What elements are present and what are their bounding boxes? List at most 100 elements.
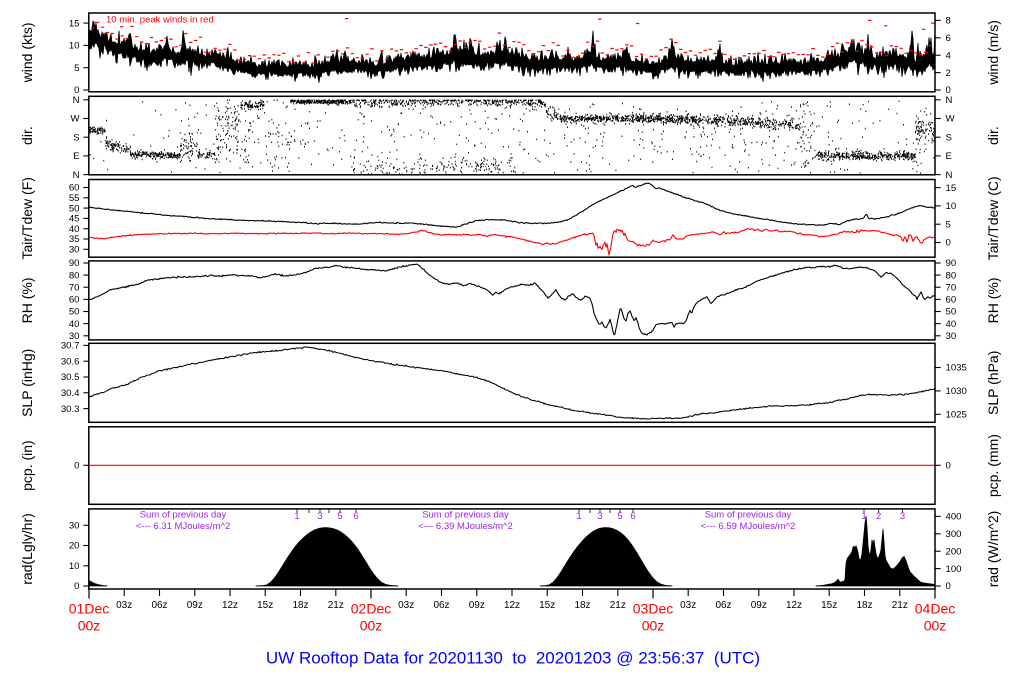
- svg-text:60: 60: [69, 183, 80, 194]
- svg-text:E: E: [946, 151, 952, 162]
- svg-text:15z: 15z: [821, 600, 837, 611]
- svg-text:15: 15: [946, 183, 957, 194]
- svg-text:50: 50: [69, 307, 80, 318]
- svg-text:8: 8: [946, 16, 951, 27]
- svg-text:15z: 15z: [257, 600, 273, 611]
- svg-text:30.5: 30.5: [61, 372, 80, 383]
- svg-text:50: 50: [69, 203, 80, 214]
- svg-text:00z: 00z: [360, 618, 383, 634]
- svg-text:E: E: [73, 151, 79, 162]
- svg-text:10: 10: [946, 201, 957, 212]
- svg-text:60: 60: [69, 295, 80, 306]
- svg-text:1: 1: [861, 511, 866, 522]
- svg-text:30.6: 30.6: [61, 356, 80, 367]
- svg-text:Tair/Tdew (F): Tair/Tdew (F): [19, 177, 35, 259]
- svg-text:40: 40: [946, 319, 957, 330]
- svg-text:40: 40: [69, 224, 80, 235]
- svg-text:80: 80: [946, 270, 957, 281]
- svg-text:03z: 03z: [116, 600, 132, 611]
- svg-text:S: S: [946, 132, 952, 143]
- svg-text:55: 55: [69, 193, 80, 204]
- svg-text:18z: 18z: [292, 600, 308, 611]
- svg-text:N: N: [73, 170, 80, 181]
- svg-text:00z: 00z: [78, 618, 101, 634]
- svg-text:5: 5: [946, 219, 951, 230]
- svg-text:30.4: 30.4: [61, 388, 80, 399]
- svg-text:0: 0: [946, 238, 951, 249]
- svg-text:5: 5: [74, 63, 79, 74]
- svg-text:80: 80: [69, 270, 80, 281]
- svg-text:40: 40: [69, 319, 80, 330]
- svg-text:RH (%): RH (%): [19, 277, 35, 323]
- svg-text:5: 5: [617, 511, 622, 522]
- svg-text:0: 0: [74, 461, 79, 472]
- svg-text:30: 30: [69, 331, 80, 342]
- svg-text:10: 10: [69, 41, 80, 52]
- svg-text:90: 90: [69, 258, 80, 269]
- svg-text:60: 60: [946, 295, 957, 306]
- svg-text:12z: 12z: [786, 600, 802, 611]
- svg-text:3: 3: [317, 511, 322, 522]
- svg-text:S: S: [73, 132, 79, 143]
- svg-text:09z: 09z: [187, 600, 203, 611]
- svg-text:21z: 21z: [610, 600, 626, 611]
- svg-text:N: N: [73, 95, 80, 106]
- svg-text:3: 3: [597, 511, 602, 522]
- svg-text:21z: 21z: [892, 600, 908, 611]
- svg-text:03z: 03z: [398, 600, 414, 611]
- svg-text:0: 0: [946, 85, 951, 96]
- svg-text:18z: 18z: [856, 600, 872, 611]
- svg-text:21z: 21z: [328, 600, 344, 611]
- svg-text:35: 35: [69, 234, 80, 245]
- svg-text:90: 90: [946, 258, 957, 269]
- svg-text:Sum of previous day: Sum of previous day: [705, 510, 792, 521]
- svg-text:20: 20: [69, 541, 80, 552]
- svg-text:06z: 06z: [715, 600, 731, 611]
- svg-text:1: 1: [294, 511, 299, 522]
- svg-text:03Dec: 03Dec: [633, 601, 673, 617]
- svg-text:12z: 12z: [222, 600, 238, 611]
- svg-text:rad (W/m^2): rad (W/m^2): [985, 511, 1001, 588]
- svg-text:Tair/Tdew (C): Tair/Tdew (C): [985, 176, 1001, 260]
- svg-text:15: 15: [69, 18, 80, 29]
- svg-text:SLP (hPa): SLP (hPa): [985, 351, 1001, 415]
- svg-text:12z: 12z: [504, 600, 520, 611]
- svg-text:0: 0: [946, 461, 951, 472]
- svg-text:W: W: [946, 114, 956, 125]
- svg-text:RH (%): RH (%): [985, 277, 1001, 323]
- svg-text:06z: 06z: [151, 600, 167, 611]
- svg-text:15z: 15z: [539, 600, 555, 611]
- svg-text:<--- 6.31 MJoules/m^2: <--- 6.31 MJoules/m^2: [136, 521, 230, 532]
- svg-text:6: 6: [353, 511, 358, 522]
- svg-text:09z: 09z: [469, 600, 485, 611]
- svg-text:300: 300: [946, 529, 962, 540]
- svg-text:6: 6: [946, 33, 951, 44]
- svg-text:0: 0: [946, 581, 951, 592]
- svg-text:W: W: [70, 114, 80, 125]
- svg-text:45: 45: [69, 214, 80, 225]
- svg-text:1030: 1030: [946, 386, 967, 397]
- svg-text:Sum of previous day: Sum of previous day: [422, 510, 509, 521]
- svg-text:01Dec: 01Dec: [69, 601, 109, 617]
- svg-text:3: 3: [900, 511, 905, 522]
- svg-text:10 min. peak winds in red: 10 min. peak winds in red: [106, 15, 214, 26]
- svg-text:09z: 09z: [751, 600, 767, 611]
- svg-text:UW Rooftop Data for 20201130: UW Rooftop Data for 20201130 to 20201203…: [266, 649, 760, 668]
- svg-text:04Dec: 04Dec: [915, 601, 955, 617]
- svg-text:1: 1: [576, 511, 581, 522]
- svg-text:dir.: dir.: [985, 126, 1001, 145]
- svg-text:30: 30: [946, 331, 957, 342]
- svg-text:Sum of previous day: Sum of previous day: [140, 510, 227, 521]
- svg-text:00z: 00z: [924, 618, 947, 634]
- svg-text:N: N: [946, 170, 953, 181]
- svg-text:200: 200: [946, 546, 962, 557]
- svg-text:18z: 18z: [574, 600, 590, 611]
- svg-text:03z: 03z: [680, 600, 696, 611]
- svg-text:wind (kts): wind (kts): [19, 22, 35, 83]
- svg-text:06z: 06z: [433, 600, 449, 611]
- svg-text:<--- 6.59 MJoules/m^2: <--- 6.59 MJoules/m^2: [701, 521, 795, 532]
- svg-text:70: 70: [946, 282, 957, 293]
- svg-text:SLP (inHg): SLP (inHg): [19, 349, 35, 417]
- svg-text:400: 400: [946, 512, 962, 523]
- svg-text:50: 50: [946, 307, 957, 318]
